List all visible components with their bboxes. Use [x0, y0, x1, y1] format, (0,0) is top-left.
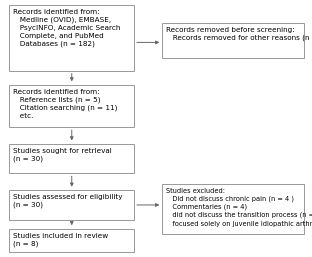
FancyBboxPatch shape [9, 85, 134, 127]
Text: Studies excluded:
   Did not discuss chronic pain (n = 4 )
   Commentaries (n = : Studies excluded: Did not discuss chroni… [166, 188, 312, 227]
Text: Records identified from:
   Reference lists (n = 5)
   Citation searching (n = 1: Records identified from: Reference lists… [13, 89, 118, 119]
Text: Records identified from:
   Medline (OVID), EMBASE,
   PsycINFO, Academic Search: Records identified from: Medline (OVID),… [13, 9, 121, 47]
FancyBboxPatch shape [9, 5, 134, 71]
FancyBboxPatch shape [9, 229, 134, 252]
FancyBboxPatch shape [162, 184, 304, 234]
Text: Records removed before screening:
   Records removed for other reasons (n =168): Records removed before screening: Record… [166, 27, 312, 41]
FancyBboxPatch shape [9, 144, 134, 173]
Text: Studies included in review
(n = 8): Studies included in review (n = 8) [13, 233, 109, 247]
Text: Studies assessed for eligibility
(n = 30): Studies assessed for eligibility (n = 30… [13, 194, 123, 208]
FancyBboxPatch shape [9, 190, 134, 220]
FancyBboxPatch shape [162, 23, 304, 58]
Text: Studies sought for retrieval
(n = 30): Studies sought for retrieval (n = 30) [13, 148, 112, 162]
